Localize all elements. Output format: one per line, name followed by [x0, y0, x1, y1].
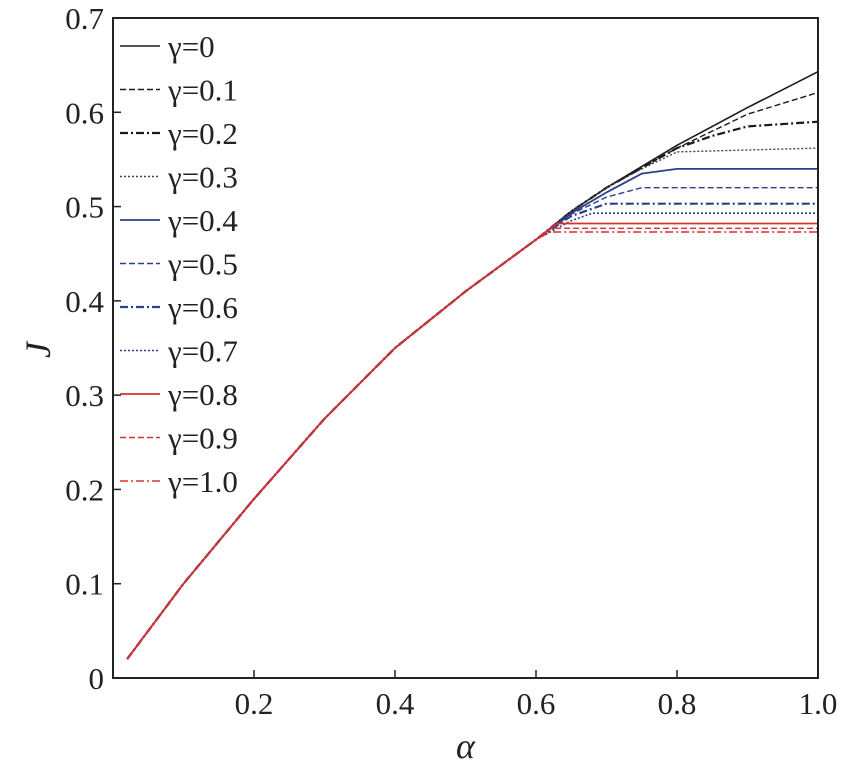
- y-axis-label: J: [18, 340, 58, 358]
- x-tick-label: 0.6: [517, 686, 556, 721]
- y-tick-label: 0.4: [65, 284, 104, 319]
- y-tick-label: 0.7: [65, 1, 104, 36]
- ticks-layer: 0.2 0.4 0.6 0.8 1.0 0 0.1 0.2 0.3 0.4 0.5 0.6 0.7: [65, 1, 837, 721]
- legend-label: γ=0.1: [167, 73, 238, 108]
- x-tick-label: 1.0: [799, 686, 838, 721]
- plot-frame: [112, 17, 819, 679]
- legend-label: γ=0: [167, 29, 215, 64]
- legend-label: γ=0.8: [167, 377, 238, 412]
- legend-label: γ=0.6: [167, 290, 238, 325]
- series-line-10: [126, 231, 818, 660]
- series-layer: [126, 70, 819, 660]
- x-tick-label: 0.8: [658, 686, 697, 721]
- x-axis-label: α: [456, 726, 476, 766]
- legend-label: γ=0.5: [167, 247, 238, 282]
- series-line-4: [126, 167, 818, 660]
- y-tick-label: 0.3: [65, 378, 104, 413]
- x-tick-label: 0.2: [235, 686, 274, 721]
- y-tick-label: 0.6: [65, 95, 104, 130]
- legend-label: γ=0.3: [167, 160, 238, 195]
- y-tick-label: 0.1: [65, 567, 104, 602]
- legend-label: γ=0.4: [167, 203, 238, 238]
- legend-label: γ=0.7: [167, 334, 238, 369]
- y-tick-label: 0: [89, 661, 105, 696]
- y-tick-label: 0.2: [65, 472, 104, 507]
- x-tick-label: 0.4: [376, 686, 415, 721]
- legend-label: γ=1.0: [167, 464, 238, 499]
- y-tick-label: 0.5: [65, 190, 104, 225]
- legend: γ=0 γ=0.1 γ=0.2 γ=0.3 γ=0.4 γ=0.5 γ=0.6 γ=0.7 γ=…: [120, 29, 238, 499]
- legend-label: γ=0.2: [167, 116, 238, 151]
- legend-label: γ=0.9: [167, 421, 238, 456]
